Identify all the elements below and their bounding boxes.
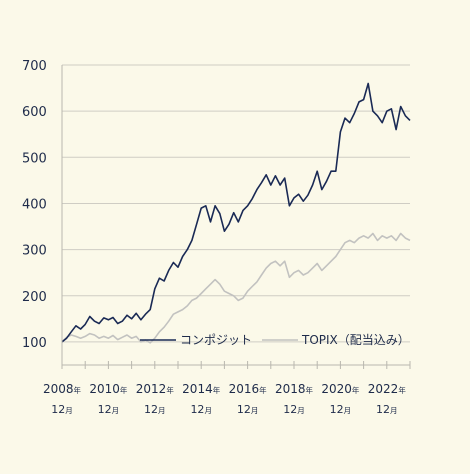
legend-label: コンポジット — [180, 333, 252, 347]
legend: コンポジット TOPIX（配当込み） — [140, 333, 410, 347]
y-tick-label: 400 — [22, 197, 47, 212]
x-tick-year-label: 2012年 — [136, 382, 175, 396]
x-tick-year-label: 2010年 — [89, 382, 128, 396]
axes: 100 200 300 400 500 600 700 2008年 12月 2010年 12月 201… — [22, 59, 411, 416]
x-tick-year-label: 2018年 — [275, 382, 314, 396]
series-line-0 — [61, 82, 411, 343]
series-line-1 — [61, 232, 411, 344]
y-tick-label: 100 — [22, 336, 47, 351]
y-tick-label: 500 — [22, 151, 47, 166]
y-tick-label: 300 — [22, 244, 47, 259]
x-tick-year-label: 2008年 — [43, 382, 82, 396]
x-tick-month-label: 12月 — [51, 403, 73, 416]
legend-label: TOPIX（配当込み） — [301, 333, 410, 347]
x-tick-month-label: 12月 — [190, 403, 212, 416]
y-tick-label: 200 — [22, 290, 47, 305]
grid — [62, 64, 410, 343]
series-lines — [61, 82, 411, 344]
x-tick-year-label: 2014年 — [182, 382, 221, 396]
x-tick-month-label: 12月 — [283, 403, 305, 416]
y-tick-label: 700 — [22, 59, 47, 74]
x-tick-month-label: 12月 — [237, 403, 259, 416]
x-tick-year-label: 2020年 — [321, 382, 360, 396]
x-tick-month-label: 12月 — [376, 403, 398, 416]
x-tick-month-label: 12月 — [98, 403, 120, 416]
x-tick-month-label: 12月 — [330, 403, 352, 416]
x-tick-year-label: 2016年 — [229, 382, 268, 396]
y-tick-label: 600 — [22, 105, 47, 120]
x-tick-year-label: 2022年 — [368, 382, 407, 396]
x-tick-month-label: 12月 — [144, 403, 166, 416]
